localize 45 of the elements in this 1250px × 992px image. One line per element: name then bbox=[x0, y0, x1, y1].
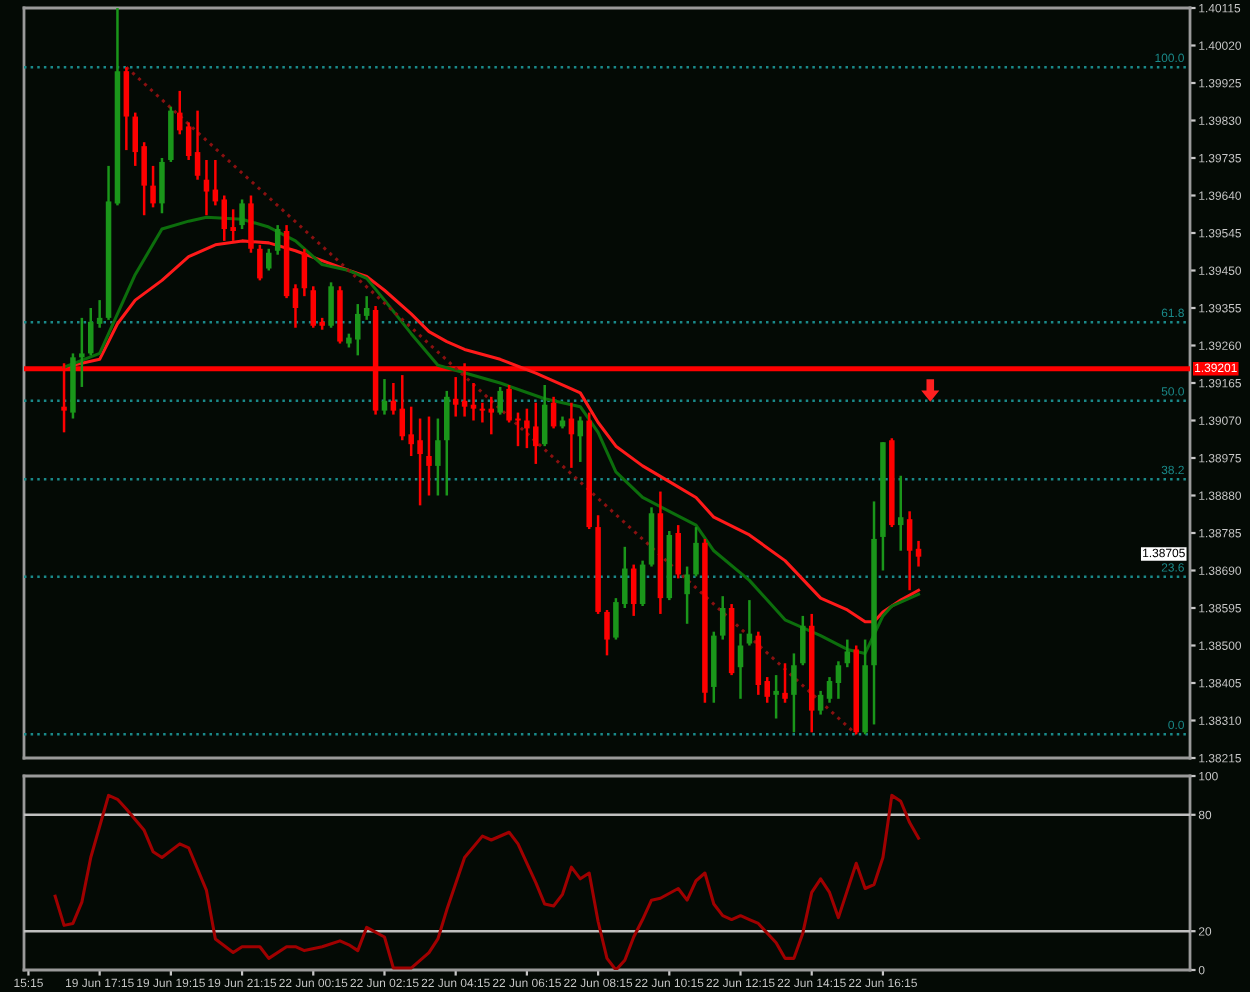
candlestick bbox=[88, 306, 94, 357]
candlestick bbox=[185, 121, 192, 162]
candlestick bbox=[150, 164, 156, 209]
candlestick bbox=[310, 285, 317, 329]
candlestick bbox=[826, 675, 833, 704]
candlestick bbox=[274, 223, 281, 256]
candlestick bbox=[426, 415, 432, 497]
candlestick bbox=[719, 594, 726, 641]
candlestick bbox=[381, 377, 388, 416]
candlestick bbox=[684, 565, 690, 626]
candlestick bbox=[791, 652, 797, 734]
candlestick bbox=[159, 156, 165, 215]
candlestick bbox=[675, 523, 681, 580]
candlestick bbox=[844, 638, 851, 669]
candlestick bbox=[435, 417, 441, 497]
candlestick bbox=[266, 247, 272, 272]
candlestick bbox=[800, 614, 806, 667]
candlestick bbox=[488, 395, 495, 436]
candlestick bbox=[239, 198, 245, 231]
candlestick bbox=[746, 598, 753, 647]
candlestick bbox=[194, 109, 201, 181]
candlestick bbox=[79, 316, 85, 389]
candlestick bbox=[782, 662, 788, 704]
candlestick bbox=[470, 381, 477, 422]
candlestick bbox=[497, 385, 503, 416]
candlestick bbox=[915, 539, 922, 568]
candlestick bbox=[203, 158, 210, 217]
candlestick bbox=[604, 608, 610, 657]
candlestick bbox=[221, 194, 228, 243]
candlestick bbox=[897, 474, 904, 553]
candlestick bbox=[693, 525, 699, 578]
candlestick bbox=[390, 381, 397, 416]
candlestick bbox=[452, 375, 459, 418]
candlestick bbox=[248, 194, 254, 254]
candlestick bbox=[292, 283, 299, 329]
candlestick bbox=[328, 281, 334, 329]
candlestick bbox=[123, 65, 130, 152]
line-series bbox=[53, 793, 921, 970]
candlestick bbox=[479, 401, 486, 424]
candlestick bbox=[444, 389, 450, 497]
candlestick bbox=[906, 510, 913, 592]
candlestick bbox=[835, 660, 842, 701]
candlestick bbox=[817, 689, 824, 716]
candlestick bbox=[257, 243, 263, 282]
candlestick bbox=[773, 673, 779, 720]
